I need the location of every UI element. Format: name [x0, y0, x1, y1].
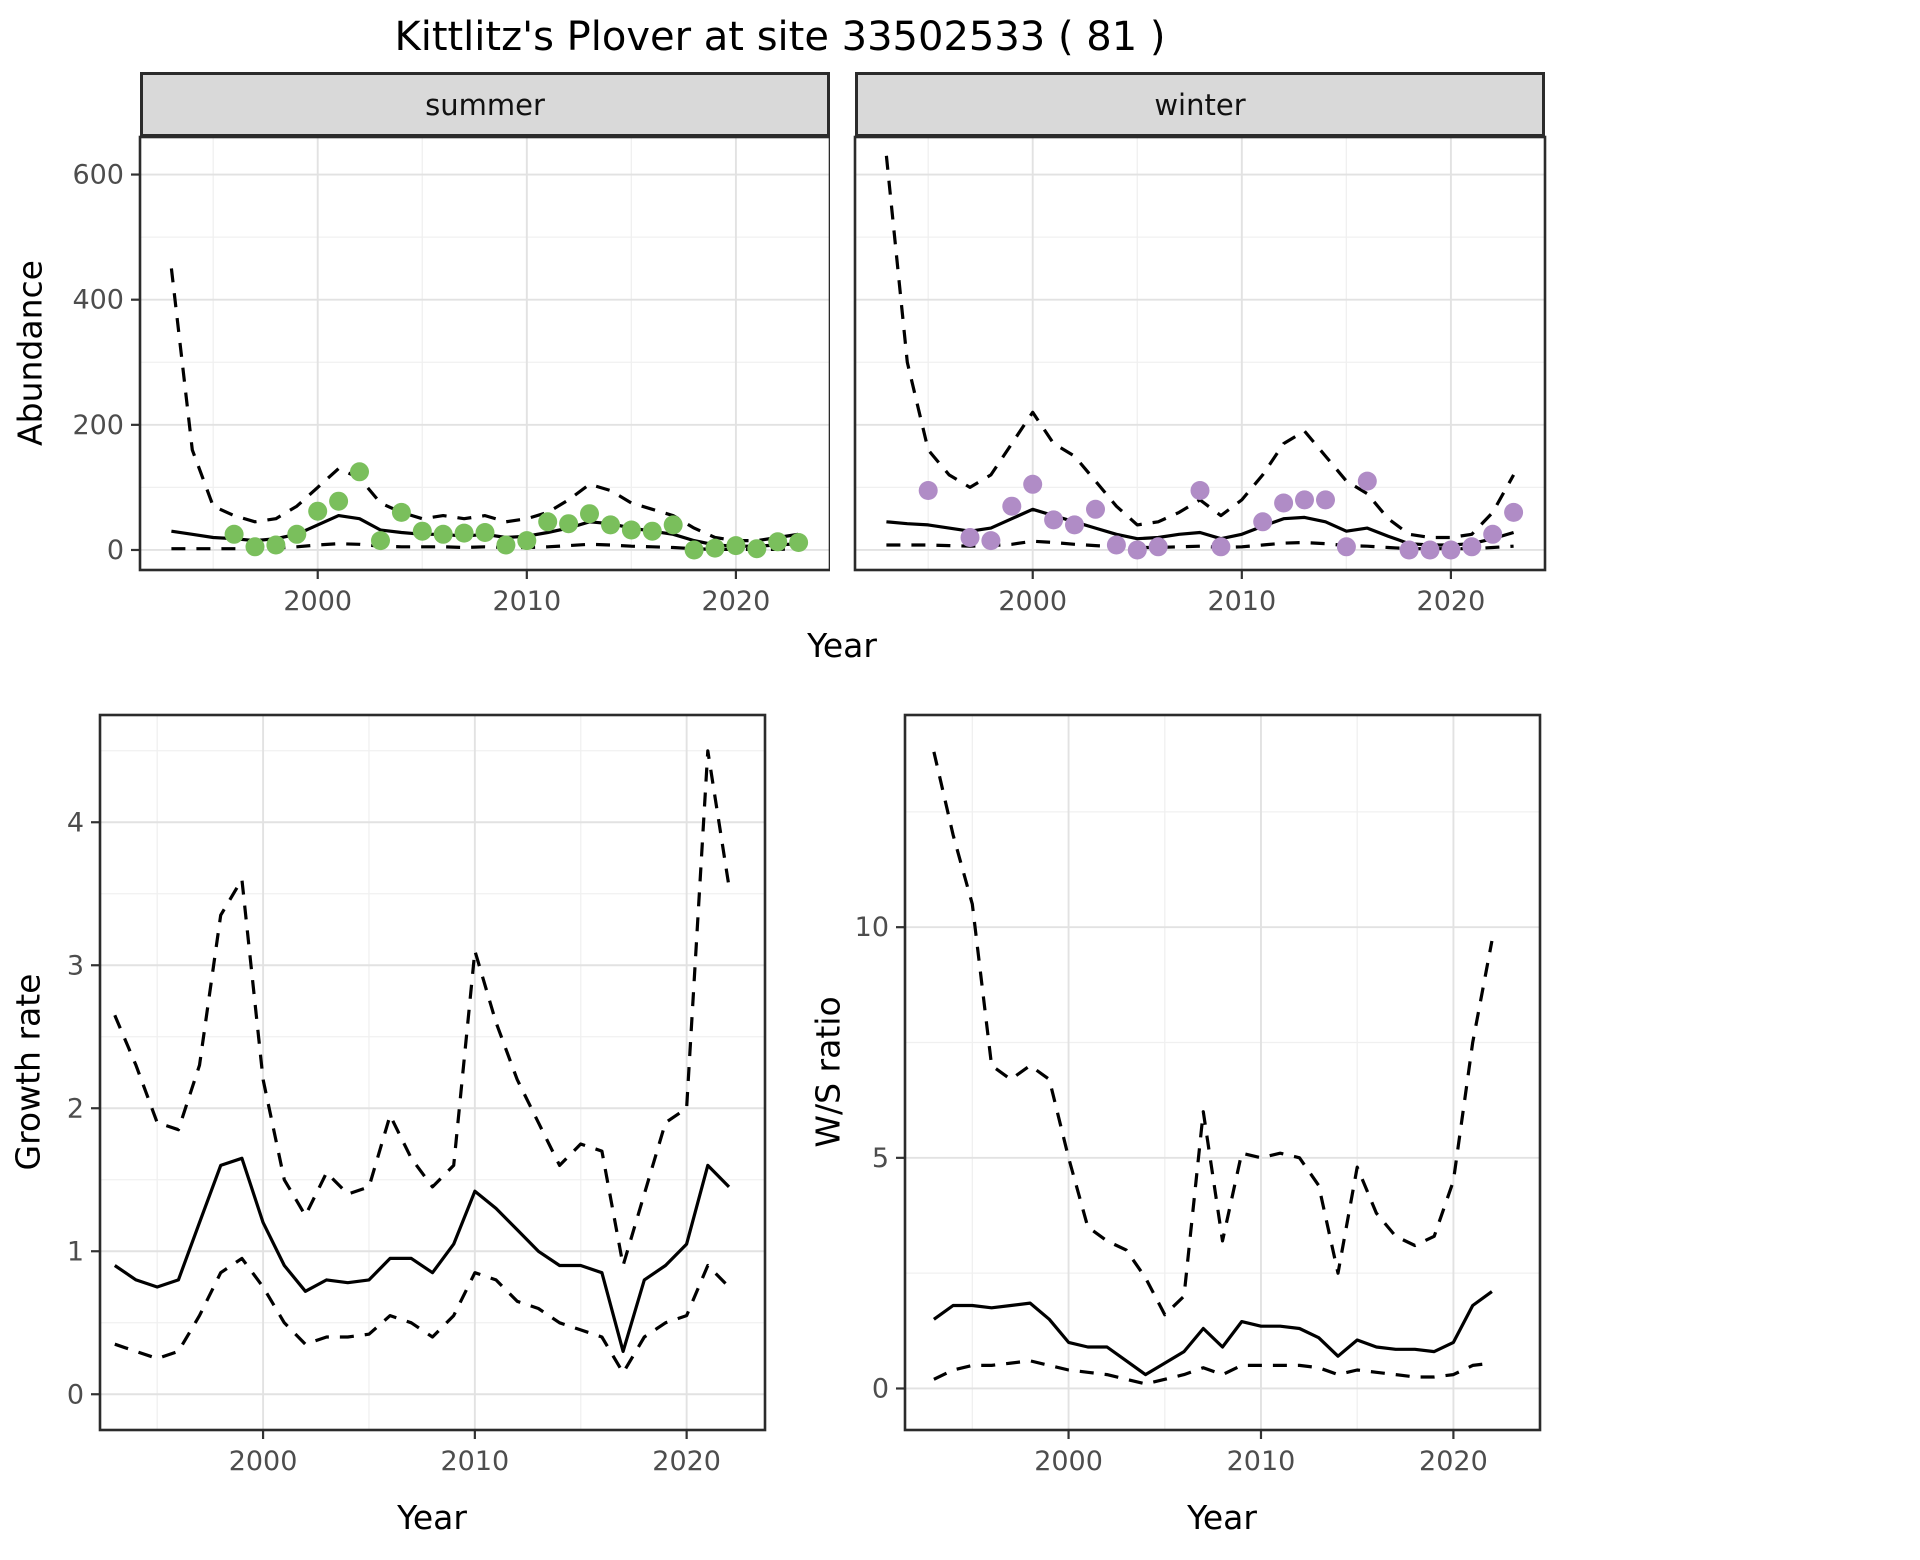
growth-year-axis-label: Year: [397, 1498, 467, 1537]
ws-year-axis-label: Year: [1187, 1498, 1257, 1537]
svg-text:2010: 2010: [492, 586, 561, 617]
svg-text:3: 3: [67, 950, 84, 981]
svg-text:4: 4: [67, 807, 84, 838]
svg-text:10: 10: [855, 912, 889, 943]
svg-text:2: 2: [67, 1093, 84, 1124]
svg-text:2020: 2020: [652, 1446, 721, 1477]
svg-text:2020: 2020: [1419, 1446, 1488, 1477]
svg-text:2010: 2010: [1207, 586, 1276, 617]
abundance-axis-label: Abundance: [10, 260, 50, 446]
svg-text:0: 0: [107, 535, 124, 566]
svg-text:200: 200: [72, 410, 124, 441]
summer-abundance-chart: 2000 2010 2020 0 200 400 600: [72, 135, 830, 617]
growth-rate-chart: 2000 2010 2020 0 1 2 3 4: [67, 713, 767, 1477]
svg-text:0: 0: [67, 1379, 84, 1410]
facet-strip-winter: winter: [855, 72, 1545, 137]
svg-text:0: 0: [872, 1373, 889, 1404]
growth-rate-axis-label: Growth rate: [8, 973, 48, 1171]
svg-text:600: 600: [72, 160, 124, 191]
svg-text:2000: 2000: [229, 1446, 298, 1477]
ws-ratio-axis-label: W/S ratio: [808, 996, 848, 1148]
svg-text:2020: 2020: [702, 586, 771, 617]
winter-abundance-chart: 2000 2010 2020: [853, 135, 1547, 617]
facet-strip-summer: summer: [140, 72, 830, 137]
svg-text:5: 5: [872, 1143, 889, 1174]
svg-text:2010: 2010: [440, 1446, 509, 1477]
svg-text:2000: 2000: [1034, 1446, 1103, 1477]
svg-text:2010: 2010: [1227, 1446, 1296, 1477]
svg-text:400: 400: [72, 285, 124, 316]
svg-text:2000: 2000: [998, 586, 1067, 617]
svg-text:2000: 2000: [283, 586, 352, 617]
top-year-axis-label: Year: [807, 626, 877, 665]
figure-title: Kittlitz's Plover at site 33502533 ( 81 …: [394, 14, 1166, 60]
ws-ratio-chart: 2000 2010 2020 0 5 10: [855, 713, 1542, 1477]
svg-text:1: 1: [67, 1236, 84, 1267]
svg-text:2020: 2020: [1417, 586, 1486, 617]
